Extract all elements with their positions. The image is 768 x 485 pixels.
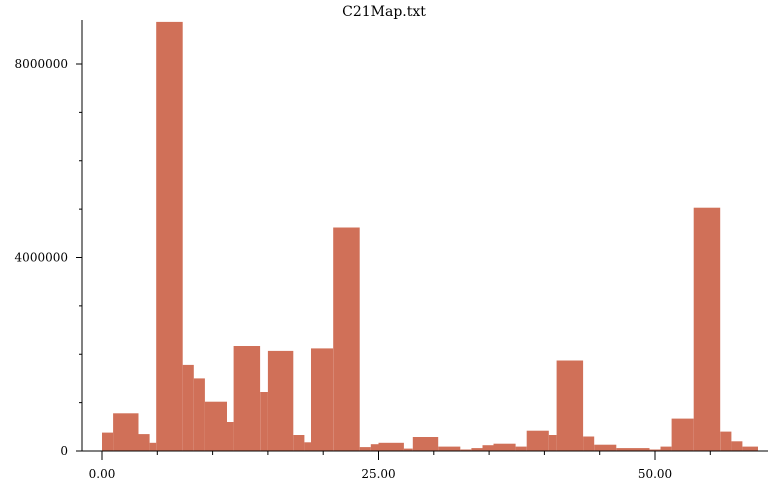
y-tick-label: 0 bbox=[60, 444, 68, 458]
y-tick-label: 8000000 bbox=[15, 57, 68, 71]
histogram-bar bbox=[359, 447, 371, 451]
histogram-bar bbox=[671, 418, 694, 451]
histogram-bar bbox=[333, 227, 360, 451]
axes-group: 0 4000000 8000000 0.00 25.00 50.00 bbox=[15, 20, 768, 481]
histogram-bar bbox=[742, 446, 758, 451]
histogram-bar bbox=[526, 430, 549, 451]
histogram-bar bbox=[482, 445, 494, 451]
x-tick-label: 25.00 bbox=[361, 467, 395, 480]
histogram-bar bbox=[660, 446, 672, 451]
chart-title: C21Map.txt bbox=[342, 4, 426, 20]
histogram-bar bbox=[204, 401, 227, 451]
histogram-bar bbox=[616, 448, 650, 451]
histogram-bar bbox=[493, 443, 516, 451]
histogram-bar bbox=[412, 437, 439, 451]
histogram-bar bbox=[556, 360, 584, 451]
histogram-bar bbox=[583, 436, 595, 451]
histogram-bar bbox=[113, 413, 139, 451]
histogram-bar bbox=[693, 207, 721, 451]
histogram-bar bbox=[193, 378, 205, 451]
histogram-bar bbox=[460, 449, 472, 451]
histogram-bar bbox=[233, 346, 261, 451]
histogram-bar bbox=[720, 431, 732, 451]
histogram-bar bbox=[370, 444, 379, 451]
histogram-bar bbox=[438, 446, 461, 451]
x-tick-label: 0.00 bbox=[89, 467, 116, 480]
histogram-bar bbox=[731, 441, 743, 451]
y-tick-label: 4000000 bbox=[15, 251, 68, 265]
histogram-bar bbox=[138, 434, 150, 451]
histogram-bar bbox=[471, 448, 483, 451]
histogram-bar bbox=[594, 444, 617, 451]
histogram-bar bbox=[149, 442, 157, 451]
histogram-bar bbox=[102, 432, 114, 451]
bar-group bbox=[102, 21, 758, 452]
histogram-bar bbox=[304, 442, 311, 451]
histogram-bar bbox=[548, 435, 557, 451]
histogram-bar bbox=[649, 449, 661, 451]
histogram-bar bbox=[227, 422, 234, 451]
histogram-bar bbox=[260, 392, 268, 451]
histogram-bar bbox=[182, 364, 194, 451]
histogram-bar bbox=[311, 348, 334, 451]
histogram-bar bbox=[293, 435, 305, 451]
x-tick-label: 50.00 bbox=[638, 467, 672, 480]
histogram-bar bbox=[378, 442, 404, 451]
histogram-bar bbox=[515, 446, 527, 451]
histogram-bar bbox=[156, 21, 183, 452]
histogram-bar bbox=[403, 448, 413, 451]
histogram-bar bbox=[267, 350, 294, 451]
